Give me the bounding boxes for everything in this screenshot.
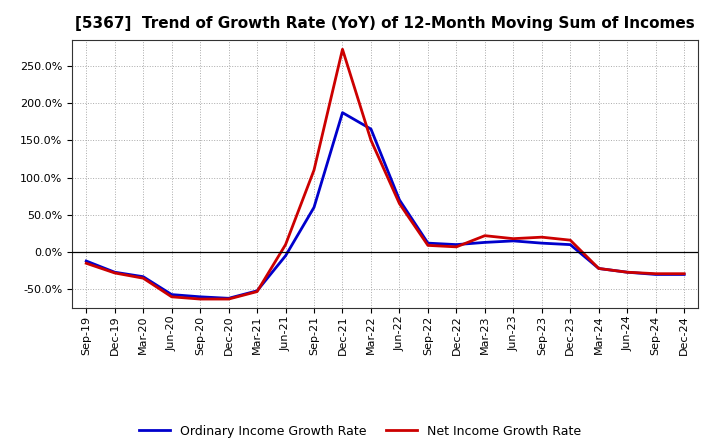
Net Income Growth Rate <box>623 270 631 275</box>
Net Income Growth Rate <box>139 275 148 281</box>
Net Income Growth Rate <box>282 242 290 247</box>
Net Income Growth Rate <box>537 235 546 240</box>
Net Income Growth Rate <box>366 138 375 143</box>
Net Income Growth Rate <box>225 297 233 302</box>
Line: Net Income Growth Rate: Net Income Growth Rate <box>86 49 684 299</box>
Net Income Growth Rate <box>680 271 688 276</box>
Net Income Growth Rate <box>566 238 575 243</box>
Net Income Growth Rate <box>253 289 261 294</box>
Line: Ordinary Income Growth Rate: Ordinary Income Growth Rate <box>86 113 684 298</box>
Ordinary Income Growth Rate <box>167 292 176 297</box>
Net Income Growth Rate <box>338 47 347 52</box>
Net Income Growth Rate <box>196 297 204 302</box>
Ordinary Income Growth Rate <box>110 270 119 275</box>
Ordinary Income Growth Rate <box>680 272 688 277</box>
Ordinary Income Growth Rate <box>623 270 631 275</box>
Ordinary Income Growth Rate <box>566 242 575 247</box>
Legend: Ordinary Income Growth Rate, Net Income Growth Rate: Ordinary Income Growth Rate, Net Income … <box>134 420 586 440</box>
Net Income Growth Rate <box>82 260 91 266</box>
Net Income Growth Rate <box>509 236 518 241</box>
Net Income Growth Rate <box>652 271 660 276</box>
Net Income Growth Rate <box>452 244 461 249</box>
Ordinary Income Growth Rate <box>196 294 204 300</box>
Ordinary Income Growth Rate <box>366 126 375 132</box>
Net Income Growth Rate <box>110 270 119 275</box>
Ordinary Income Growth Rate <box>225 296 233 301</box>
Ordinary Income Growth Rate <box>480 240 489 245</box>
Title: [5367]  Trend of Growth Rate (YoY) of 12-Month Moving Sum of Incomes: [5367] Trend of Growth Rate (YoY) of 12-… <box>76 16 695 32</box>
Ordinary Income Growth Rate <box>310 205 318 210</box>
Net Income Growth Rate <box>480 233 489 238</box>
Ordinary Income Growth Rate <box>139 274 148 279</box>
Net Income Growth Rate <box>310 168 318 173</box>
Net Income Growth Rate <box>423 243 432 248</box>
Ordinary Income Growth Rate <box>537 241 546 246</box>
Ordinary Income Growth Rate <box>652 272 660 277</box>
Ordinary Income Growth Rate <box>509 238 518 244</box>
Ordinary Income Growth Rate <box>282 253 290 258</box>
Ordinary Income Growth Rate <box>82 258 91 264</box>
Ordinary Income Growth Rate <box>338 110 347 115</box>
Ordinary Income Growth Rate <box>395 197 404 202</box>
Net Income Growth Rate <box>595 266 603 271</box>
Net Income Growth Rate <box>167 294 176 300</box>
Ordinary Income Growth Rate <box>452 242 461 247</box>
Net Income Growth Rate <box>395 201 404 206</box>
Ordinary Income Growth Rate <box>423 241 432 246</box>
Ordinary Income Growth Rate <box>253 288 261 293</box>
Ordinary Income Growth Rate <box>595 266 603 271</box>
